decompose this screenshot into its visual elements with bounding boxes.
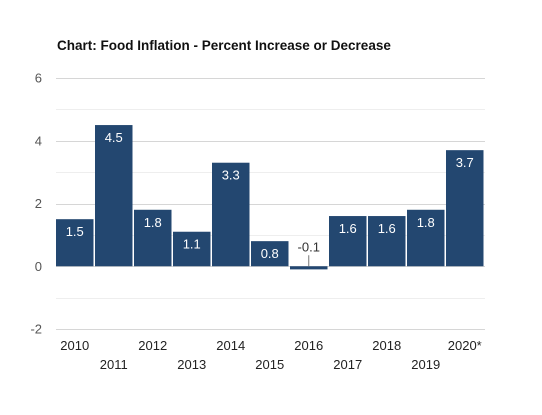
x-tick-label: 2018 bbox=[372, 338, 401, 353]
x-tick-label: 2012 bbox=[138, 338, 167, 353]
y-tick-label: -2 bbox=[30, 322, 42, 337]
x-tick-label: 2015 bbox=[255, 357, 284, 372]
bar-2019 bbox=[407, 209, 445, 267]
y-tick-label: 2 bbox=[35, 196, 42, 211]
y-tick-label: 4 bbox=[35, 133, 42, 148]
x-tick-label: 2011 bbox=[100, 357, 128, 372]
bar-2013 bbox=[173, 231, 211, 267]
x-tick-label: 2010 bbox=[60, 338, 89, 353]
chart-title: Chart: Food Inflation - Percent Increase… bbox=[57, 38, 391, 53]
data-label: 1.8 bbox=[144, 215, 162, 230]
y-tick-label: 0 bbox=[35, 259, 42, 274]
x-tick-label: 2013 bbox=[177, 357, 206, 372]
x-tick-label: 2017 bbox=[333, 357, 362, 372]
x-axis-ticks: 2010 2011 2012 2013 2014 2015 2016 2017 2018 2019… bbox=[60, 338, 481, 372]
data-label: 0.8 bbox=[261, 246, 279, 261]
bar-2020* bbox=[446, 150, 484, 267]
bar-2016 bbox=[290, 266, 328, 270]
data-label: 1.6 bbox=[378, 221, 396, 236]
data-label: 1.6 bbox=[339, 221, 357, 236]
data-label: 4.5 bbox=[105, 130, 123, 145]
data-labels: 1.5 4.5 1.8 1.1 3.3 0.8 -0.1 1.6 1.6 1.8 3.7 bbox=[66, 130, 474, 267]
data-label: 1.5 bbox=[66, 224, 84, 239]
x-tick-label: 2014 bbox=[216, 338, 245, 353]
x-tick-label: 2019 bbox=[411, 357, 440, 372]
data-label: 1.8 bbox=[417, 215, 435, 230]
bar-2011 bbox=[95, 125, 133, 267]
bar-2017 bbox=[329, 216, 367, 267]
data-label: 1.1 bbox=[183, 237, 201, 252]
bar-2014 bbox=[212, 162, 250, 267]
y-tick-label: 6 bbox=[35, 71, 42, 86]
bars bbox=[56, 125, 484, 270]
x-tick-label: 2016 bbox=[294, 338, 323, 353]
bar-2010 bbox=[56, 219, 94, 267]
x-tick-label: 2020* bbox=[448, 338, 482, 353]
data-label: 3.7 bbox=[456, 155, 474, 170]
bar-2012 bbox=[134, 209, 172, 267]
data-label: -0.1 bbox=[298, 239, 320, 254]
bar-2015 bbox=[251, 241, 289, 267]
data-label: 3.3 bbox=[222, 168, 240, 183]
bar-2018 bbox=[368, 216, 406, 267]
y-axis-ticks: -2 0 2 4 6 bbox=[30, 71, 42, 337]
